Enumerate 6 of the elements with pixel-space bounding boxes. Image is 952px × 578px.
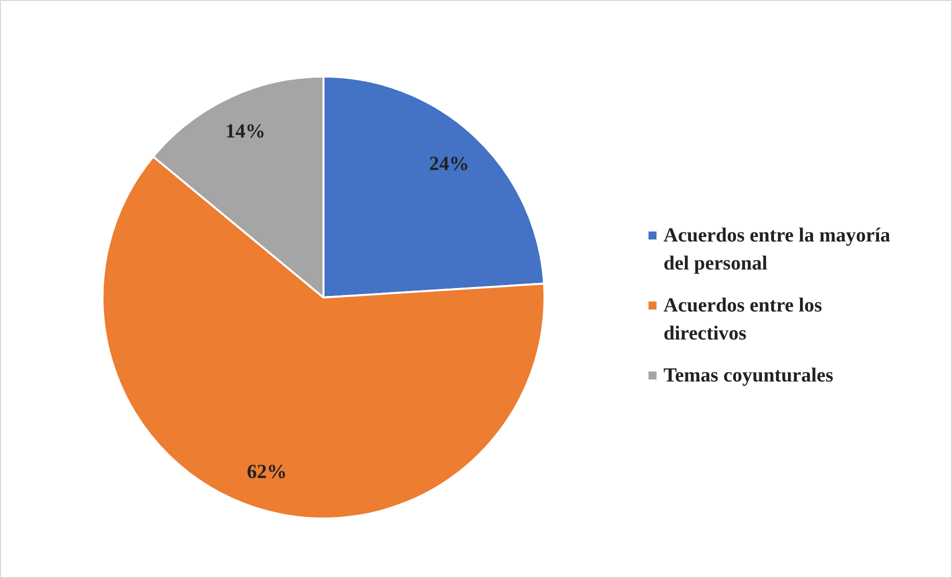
- data-label: 62%: [246, 460, 287, 483]
- data-label: 24%: [429, 152, 470, 175]
- legend-label: Acuerdos entre los directivos: [664, 294, 822, 344]
- legend-label: Temas coyunturales: [664, 364, 834, 386]
- legend-label: Acuerdos entre la mayoría del personal: [664, 224, 890, 274]
- data-label: 14%: [225, 120, 266, 143]
